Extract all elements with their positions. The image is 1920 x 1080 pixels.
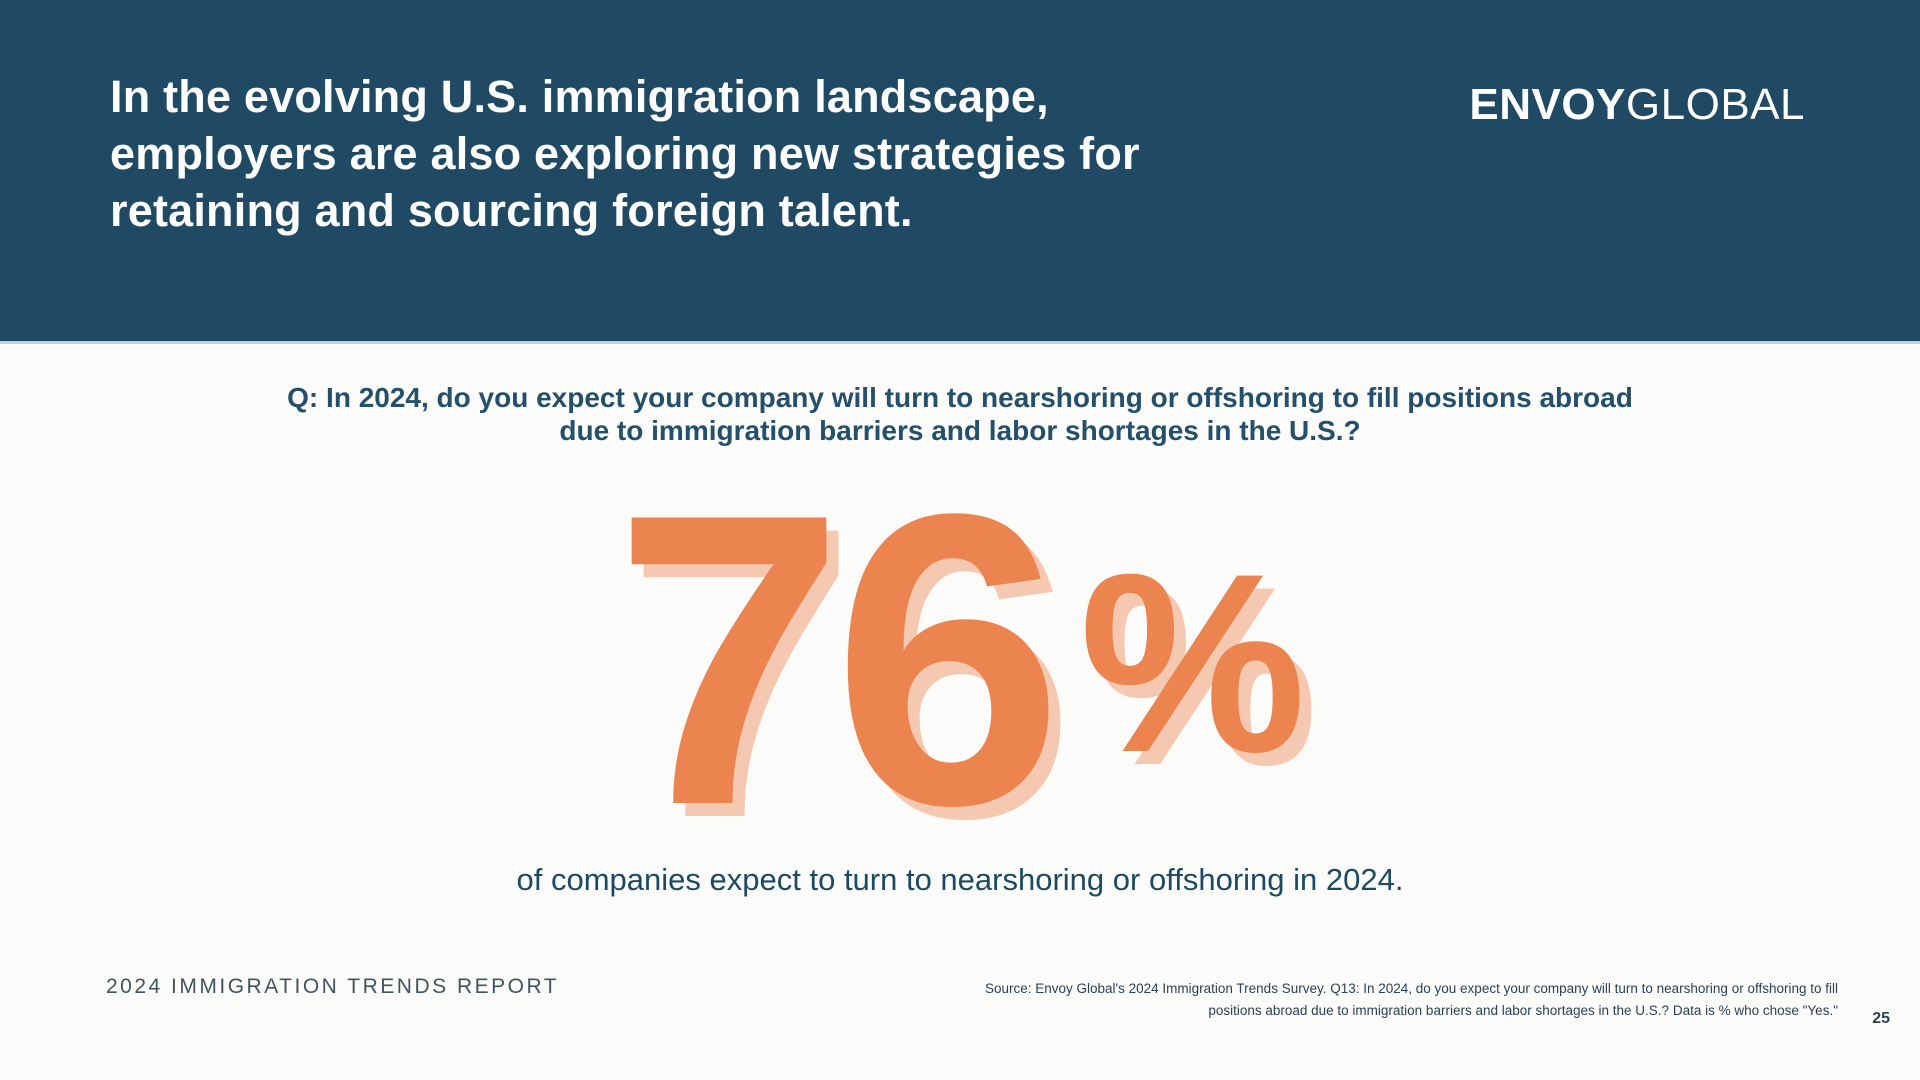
logo-envoy-text: ENVOY <box>1469 80 1626 129</box>
envoy-global-logo: ENVOYGLOBAL <box>1469 83 1805 127</box>
headline: In the evolving U.S. immigration landsca… <box>110 68 1140 239</box>
source-note: Source: Envoy Global's 2024 Immigration … <box>778 978 1838 1022</box>
headline-line-3: retaining and sourcing foreign talent. <box>110 185 913 236</box>
survey-question-line-2: due to immigration barriers and labor sh… <box>559 415 1361 446</box>
stat-caption: of companies expect to turn to nearshori… <box>516 862 1404 897</box>
page-number: 25 <box>1872 1010 1890 1027</box>
source-note-line-1: Source: Envoy Global's 2024 Immigration … <box>984 981 1838 996</box>
stat-percent-sign: % <box>1079 521 1307 806</box>
stat-big-number: 76% <box>0 452 1920 867</box>
survey-question: Q: In 2024, do you expect your company w… <box>0 381 1920 447</box>
header-band: In the evolving U.S. immigration landsca… <box>0 0 1920 344</box>
survey-question-line-1: Q: In 2024, do you expect your company w… <box>287 382 1633 413</box>
headline-line-1: In the evolving U.S. immigration landsca… <box>110 71 1049 122</box>
stat-value: 76 <box>613 427 1064 891</box>
source-note-line-2: positions abroad due to immigration barr… <box>1208 1003 1838 1018</box>
logo-global-text: GLOBAL <box>1625 80 1805 129</box>
report-title: 2024 IMMIGRATION TRENDS REPORT <box>106 975 560 998</box>
headline-line-2: employers are also exploring new strateg… <box>110 128 1140 179</box>
